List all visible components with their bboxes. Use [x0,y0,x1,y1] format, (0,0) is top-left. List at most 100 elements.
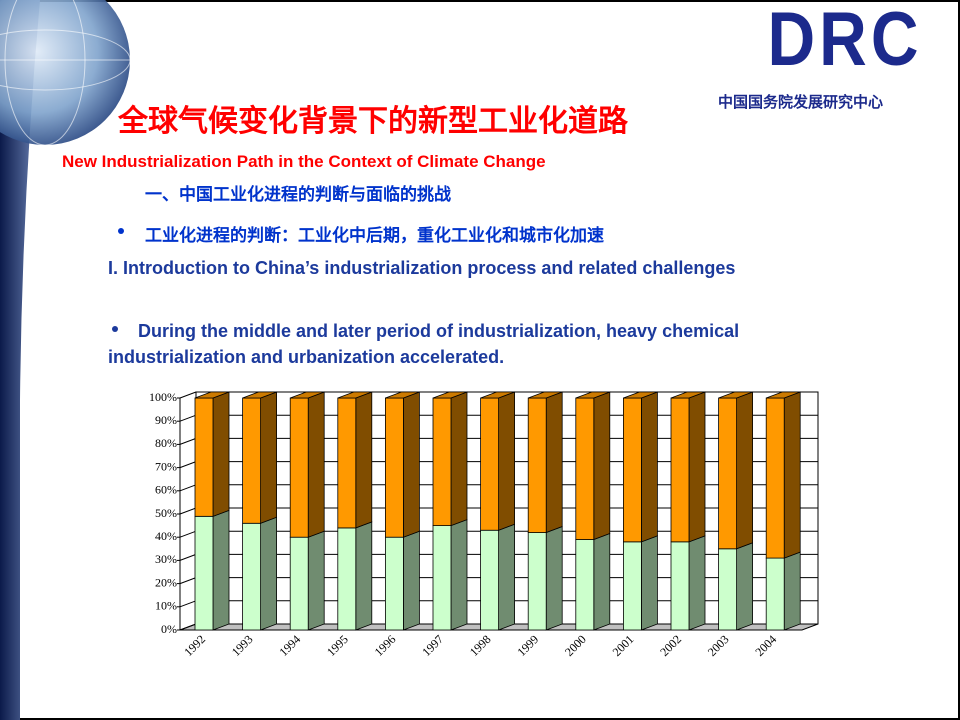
x-tick-label: 1992 [181,632,208,659]
logo-name: 中国国务院发展研究中心 [718,94,884,111]
grid-line [179,530,197,538]
bar-top [575,391,610,399]
bar-side [402,530,420,631]
bullet [118,228,124,234]
bar-top [290,391,325,399]
bar [384,536,404,631]
bar [432,397,452,526]
bar-side [593,532,611,631]
bullet-cn: 工业化进程的判断：工业化中后期，重化工业化和城市化加速 [145,226,604,245]
bar [432,525,452,631]
bar [718,548,737,631]
bar-side [783,551,801,631]
bar-top [432,391,468,399]
bar-side [545,525,563,631]
bar [670,541,690,631]
bar-side [355,391,373,529]
bar-side [307,530,325,631]
bar [194,397,214,517]
bar-side [402,391,420,538]
bar-side [212,509,230,631]
y-tick-label: 70% [155,459,177,473]
bar-side [355,521,373,631]
bar-side [498,523,515,631]
bar-top [670,391,706,399]
bar [670,397,690,543]
y-tick-label: 20% [155,575,177,589]
grid-line [179,553,197,561]
bar-top [337,391,372,399]
title: 全球气候变化背景下的新型工业化道路 [118,105,628,138]
bar [337,527,357,631]
y-tick-label: 100% [149,390,177,404]
bar-side [593,391,611,541]
grid-line [179,507,197,515]
bar-side [307,391,325,538]
bar [765,397,785,559]
y-tick-label: 40% [155,529,177,543]
globe-lines [0,0,131,146]
bar-side [212,391,230,517]
bar-side [260,516,278,631]
x-tick-label: 1999 [514,632,541,659]
bar-top [194,391,230,399]
bar [623,541,642,631]
x-tick-label: 1997 [419,632,446,659]
bar-side [688,391,706,543]
bar [384,397,404,538]
left-strip [0,0,40,720]
bar [575,539,595,631]
bar-top [766,391,801,399]
bar-side [783,391,801,559]
bar [480,529,500,631]
bar-top [718,391,753,399]
bar-top [480,391,515,399]
logo-mark: DRC [768,0,923,82]
x-tick-label: 1994 [276,632,303,659]
x-tick-label: 2000 [562,632,589,659]
bullet-en: During the middle and later period of in… [108,321,740,367]
x-tick-label: 2004 [752,632,779,659]
y-tick-label: 50% [155,506,177,520]
x-tick-label: 1993 [229,632,256,659]
bar [194,515,214,631]
subtitle: New Industrialization Path in the Contex… [62,152,546,171]
bullet [112,326,118,332]
y-tick-label: 90% [155,413,177,427]
section-cn: 一、中国工业化进程的判断与面临的挑战 [145,185,451,204]
bar-side [545,391,563,534]
bar-side [450,391,468,527]
bar-side [641,535,658,631]
bar-top [623,391,658,399]
bar-top [528,391,563,399]
y-tick-label: 30% [155,552,177,566]
bar [337,397,357,529]
x-tick-label: 1998 [467,632,494,659]
bar-side [736,391,753,550]
section-en: I. Introduction to China’s industrializa… [108,258,736,278]
bar-side [498,391,515,531]
bar-top [242,391,277,399]
bar-side [641,391,658,543]
grid-line [179,414,197,422]
grid-line [179,484,197,492]
bar-side [688,535,706,631]
bar [765,557,785,631]
bar [575,397,595,540]
grid-line [179,437,197,445]
grid-line [179,600,197,608]
grid-line [179,623,197,631]
bar-side [260,391,278,524]
x-tick-label: 2002 [657,632,684,659]
x-tick-label: 2001 [610,632,637,659]
bar [623,397,642,543]
bar-side [736,542,753,631]
bar [480,397,500,531]
bar [289,536,309,631]
bar [527,397,547,533]
x-tick-label: 1996 [372,632,399,659]
y-tick-label: 80% [155,436,177,450]
grid-line [179,577,197,585]
